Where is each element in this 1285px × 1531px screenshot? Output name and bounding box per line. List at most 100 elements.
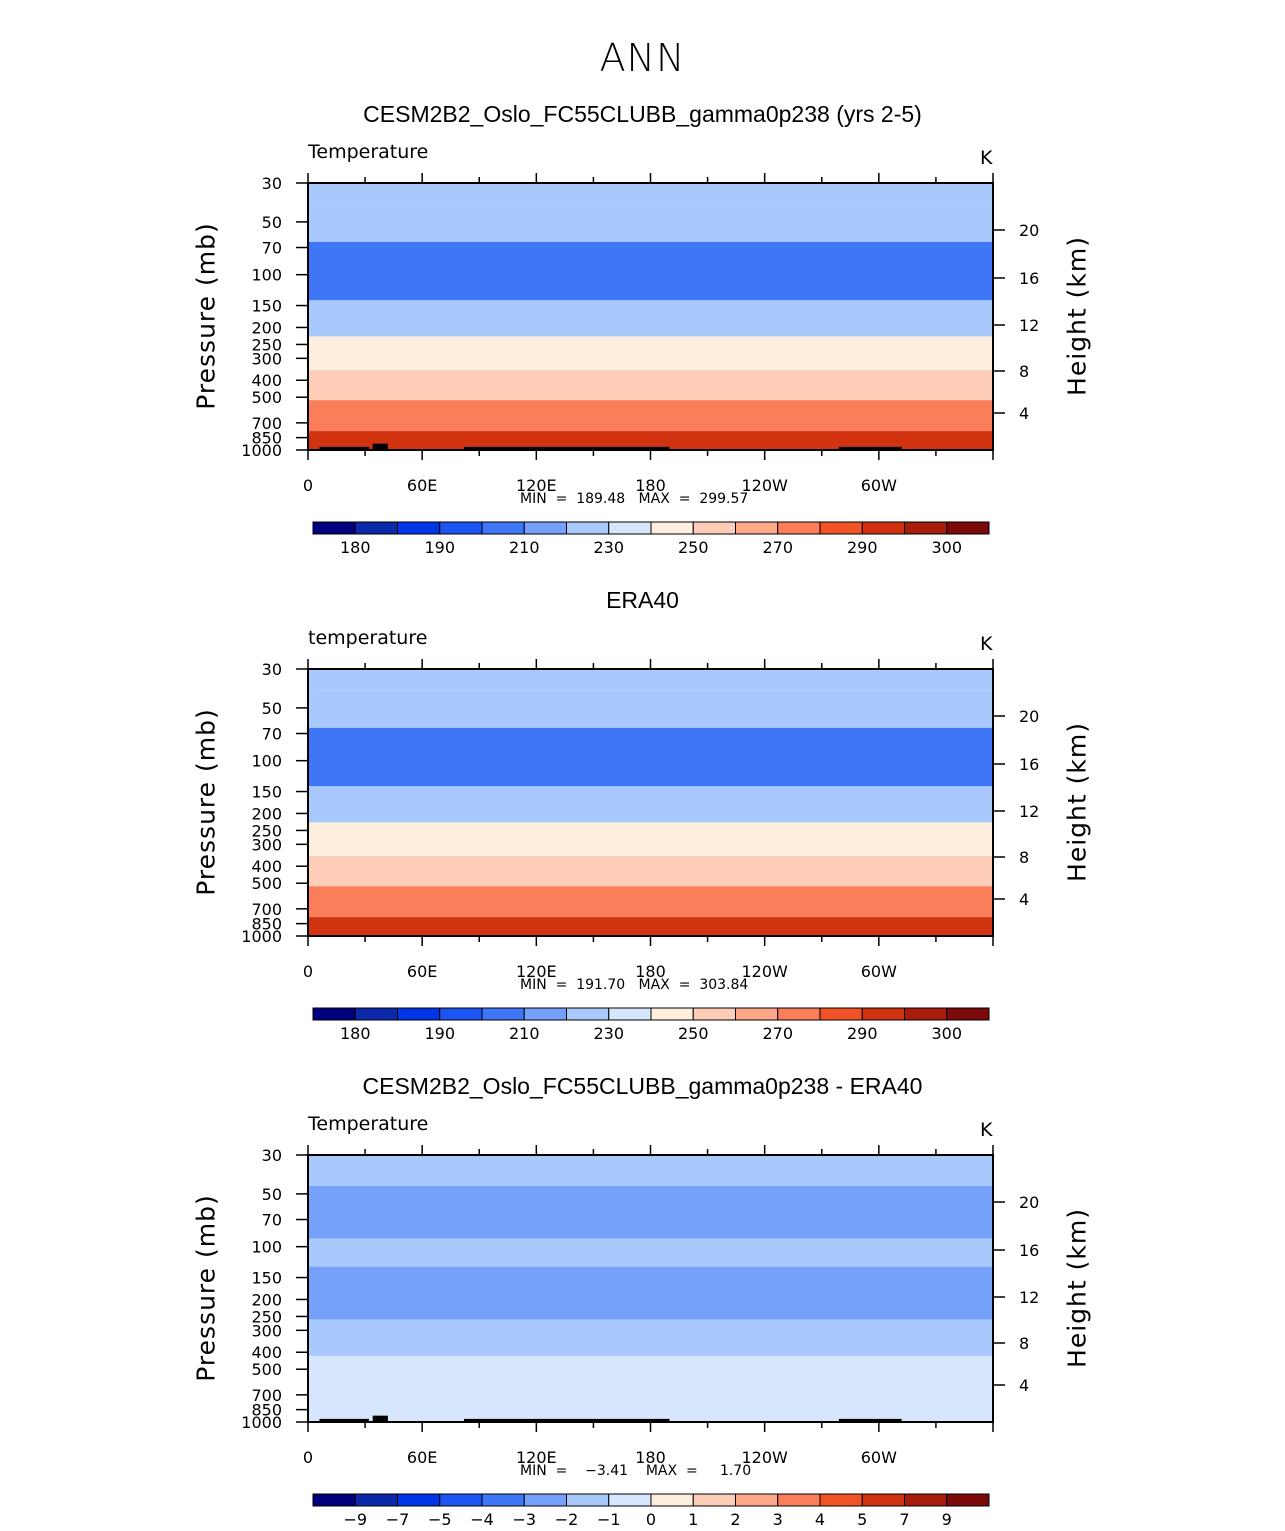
colorbar-label: 230	[593, 1024, 624, 1043]
y-tick-label: 100	[251, 1238, 282, 1257]
y-tick-label: 50	[262, 699, 282, 718]
height-tick-label: 12	[1019, 1288, 1039, 1307]
contour-band	[308, 786, 993, 806]
x-tick-label: 60E	[407, 962, 437, 981]
contour-band	[308, 370, 993, 384]
y-tick-label: 200	[251, 318, 282, 337]
colorbar-swatch	[735, 1493, 779, 1507]
x-tick-label: 120W	[741, 1448, 788, 1467]
colorbar-label: 3	[773, 1510, 783, 1529]
colorbar-label: 9	[942, 1510, 952, 1529]
contour-band	[308, 1238, 993, 1267]
y-tick-label: 30	[262, 1146, 282, 1165]
y-tick-label: 200	[251, 804, 282, 823]
x-tick-label: 0	[303, 962, 313, 981]
contour-band	[308, 300, 993, 320]
y-tick-label: 150	[251, 783, 282, 802]
main-title: ANN	[599, 36, 686, 80]
y-tick-label: 1000	[241, 927, 282, 946]
colorbar-label: −9	[343, 1510, 367, 1529]
colorbar-swatch	[904, 1493, 948, 1507]
land-mask	[838, 446, 902, 450]
x-tick-label: 60E	[407, 1448, 437, 1467]
x-tick-label: 120E	[516, 1448, 557, 1467]
height-tick-label: 8	[1019, 362, 1029, 381]
colorbar-swatch	[946, 1493, 990, 1507]
panel-title: ERA40	[606, 587, 679, 613]
variable-label: temperature	[308, 627, 428, 649]
colorbar-label: 300	[931, 1024, 962, 1043]
y-tick-label: 500	[251, 874, 282, 893]
colorbar-label: 190	[424, 538, 455, 557]
contour-band	[308, 1355, 993, 1422]
height-tick-label: 8	[1019, 848, 1029, 867]
land-mask	[464, 1418, 670, 1422]
y-tick-label: 850	[251, 915, 282, 934]
y-tick-label: 250	[251, 821, 282, 840]
units-label: K	[980, 147, 993, 169]
y-tick-label: 100	[251, 266, 282, 285]
colorbar-label: 250	[678, 538, 709, 557]
height-tick-label: 20	[1019, 707, 1039, 726]
height-tick-label: 20	[1019, 221, 1039, 240]
land-mask	[319, 1418, 369, 1422]
colorbar-swatch	[861, 1493, 905, 1507]
colorbar-swatch	[523, 1493, 567, 1507]
colorbar-swatch	[439, 1493, 483, 1507]
contour-band	[308, 204, 993, 242]
contour-band	[308, 183, 993, 205]
x-tick-label: 120E	[516, 962, 557, 981]
y-tick-label: 30	[262, 660, 282, 679]
contour-band	[308, 1185, 993, 1239]
contour-band	[308, 319, 993, 337]
y-tick-label: 1000	[241, 1413, 282, 1432]
colorbar-swatch	[692, 1493, 736, 1507]
y-tick-label: 100	[251, 752, 282, 771]
colorbar-label: 190	[424, 1024, 455, 1043]
contour-band	[308, 841, 993, 857]
colorbar-label: 250	[678, 1024, 709, 1043]
colorbar-label: 290	[847, 538, 878, 557]
colorbar-label: 180	[340, 538, 371, 557]
colorbar-swatch	[946, 1007, 990, 1021]
x-tick-label: 60W	[861, 476, 897, 495]
height-tick-label: 4	[1019, 1376, 1029, 1395]
height-tick-label: 12	[1019, 316, 1039, 335]
y-tick-label: 700	[251, 900, 282, 919]
contour-band	[308, 1266, 993, 1320]
variable-label: Temperature	[308, 1113, 429, 1135]
y-tick-label: 400	[251, 371, 282, 390]
colorbar-label: 5	[857, 1510, 867, 1529]
y-tick-label: 300	[251, 835, 282, 854]
y-tick-label: 70	[262, 725, 282, 744]
contour-band	[308, 869, 993, 887]
colorbar-swatch	[481, 1493, 525, 1507]
x-tick-label: 120W	[741, 962, 788, 981]
y-tick-label: 1000	[241, 441, 282, 460]
height-tick-label: 16	[1019, 269, 1039, 288]
y-tick-label: 200	[251, 1290, 282, 1309]
min-max-label: MIN = −3.41 MAX = 1.70	[520, 1463, 752, 1479]
colorbar-label: 0	[646, 1510, 656, 1529]
y-tick-label: 400	[251, 1343, 282, 1362]
contour-band	[308, 727, 993, 787]
colorbar-label: 270	[762, 1024, 793, 1043]
y-tick-label: 400	[251, 857, 282, 876]
y-tick-label: 50	[262, 213, 282, 232]
y-tick-label: 70	[262, 239, 282, 258]
land-mask	[319, 446, 369, 450]
colorbar-label: 230	[593, 538, 624, 557]
colorbar-label: −4	[470, 1510, 494, 1529]
contour-band	[308, 336, 993, 356]
contour-band	[308, 856, 993, 870]
min-max-label: MIN = 191.70 MAX = 303.84	[520, 977, 749, 993]
colorbar-label: 210	[509, 538, 540, 557]
x-tick-label: 120W	[741, 476, 788, 495]
y-tick-label: 850	[251, 1401, 282, 1420]
land-mask	[372, 443, 388, 450]
contour-band	[308, 400, 993, 417]
variable-label: Temperature	[308, 141, 429, 163]
colorbar-label: −3	[512, 1510, 536, 1529]
